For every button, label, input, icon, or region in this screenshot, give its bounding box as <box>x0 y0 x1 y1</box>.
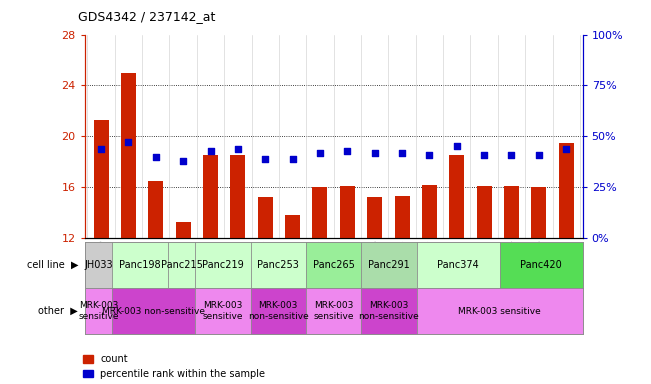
Text: MRK-003
sensitive: MRK-003 sensitive <box>78 301 118 321</box>
Bar <box>195 242 251 288</box>
Text: MRK-003
non-sensitive: MRK-003 non-sensitive <box>359 301 419 321</box>
Text: Panc219: Panc219 <box>202 260 244 270</box>
Bar <box>367 197 382 238</box>
Bar <box>195 288 251 334</box>
Point <box>397 149 408 156</box>
Text: JH033: JH033 <box>84 260 113 270</box>
Bar <box>148 181 163 238</box>
Bar <box>168 242 195 288</box>
Bar <box>112 288 195 334</box>
Point <box>506 152 517 158</box>
Bar <box>285 215 300 238</box>
Text: MRK-003
non-sensitive: MRK-003 non-sensitive <box>248 301 309 321</box>
Bar <box>94 120 109 238</box>
Point <box>561 146 572 152</box>
Bar <box>559 143 574 238</box>
Bar <box>176 222 191 238</box>
Point <box>150 154 161 160</box>
Text: Panc215: Panc215 <box>161 260 202 270</box>
Text: other  ▶: other ▶ <box>38 306 78 316</box>
Bar <box>361 288 417 334</box>
Bar <box>422 185 437 238</box>
Point <box>314 149 325 156</box>
Bar <box>504 186 519 238</box>
Bar <box>395 196 409 238</box>
Point <box>370 149 380 156</box>
Text: MRK-003
sensitive: MRK-003 sensitive <box>202 301 243 321</box>
Point <box>287 156 298 162</box>
Point <box>479 152 490 158</box>
Bar <box>500 242 583 288</box>
Text: GDS4342 / 237142_at: GDS4342 / 237142_at <box>78 10 215 23</box>
Point <box>260 156 270 162</box>
Bar <box>306 288 361 334</box>
Bar <box>203 156 218 238</box>
Point <box>123 139 133 146</box>
Point <box>452 144 462 150</box>
Text: Panc265: Panc265 <box>312 260 355 270</box>
Bar <box>85 242 113 288</box>
Bar <box>85 288 113 334</box>
Bar <box>251 288 306 334</box>
Bar <box>361 242 417 288</box>
Point <box>96 146 106 152</box>
Bar <box>340 186 355 238</box>
Text: Panc420: Panc420 <box>520 260 562 270</box>
Text: MRK-003 sensitive: MRK-003 sensitive <box>458 306 541 316</box>
Bar <box>477 186 492 238</box>
Text: cell line  ▶: cell line ▶ <box>27 260 78 270</box>
Bar <box>258 197 273 238</box>
Point <box>342 147 353 154</box>
Point <box>232 146 243 152</box>
Point <box>534 152 544 158</box>
Point <box>205 147 215 154</box>
Bar <box>112 242 168 288</box>
Text: Panc198: Panc198 <box>119 260 161 270</box>
Bar <box>531 187 546 238</box>
Bar <box>449 156 464 238</box>
Point <box>178 158 188 164</box>
Text: MRK-003
sensitive: MRK-003 sensitive <box>313 301 354 321</box>
Bar <box>417 288 583 334</box>
Bar <box>312 187 327 238</box>
Legend: count, percentile rank within the sample: count, percentile rank within the sample <box>83 354 266 379</box>
Point <box>424 152 435 158</box>
Bar <box>230 156 245 238</box>
Bar <box>306 242 361 288</box>
Text: Panc253: Panc253 <box>257 260 299 270</box>
Text: Panc291: Panc291 <box>368 260 410 270</box>
Bar <box>121 73 136 238</box>
Bar <box>417 242 500 288</box>
Bar <box>251 242 306 288</box>
Text: MRK-003 non-sensitive: MRK-003 non-sensitive <box>102 306 205 316</box>
Text: Panc374: Panc374 <box>437 260 479 270</box>
